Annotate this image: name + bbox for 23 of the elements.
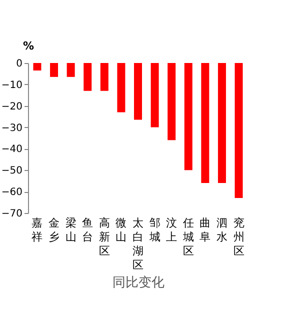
x-tick-label: 泗水 (216, 216, 228, 244)
y-tick-label: −20 (1, 101, 22, 112)
y-tick-label: −70 (1, 208, 22, 220)
x-tick-label: 兖州区 (233, 216, 244, 258)
x-tick-label: 任城区 (182, 216, 194, 258)
y-tick-label: −50 (1, 166, 22, 177)
y-axis-title: % (22, 40, 34, 52)
y-tick-label: −30 (1, 122, 22, 134)
x-tick-label: 鱼台 (82, 216, 94, 244)
x-tick-label: 曲阜 (200, 216, 211, 244)
x-tick-label: 邹城 (148, 216, 160, 244)
x-tick-label: 高新区 (98, 216, 110, 258)
x-tick-label: 金乡 (48, 216, 60, 244)
y-tick-label: −40 (1, 144, 22, 156)
x-tick-label: 汶上 (166, 216, 178, 244)
y-tick-label: −10 (1, 80, 22, 91)
y-tick-label: −60 (1, 187, 22, 198)
x-tick-label: 太白湖区 (132, 216, 144, 272)
y-tick-label: 0 (16, 58, 22, 70)
x-tick-label: 梁山 (65, 216, 76, 244)
x-axis-title: 同比变化 (112, 276, 164, 290)
x-tick-label: 微山 (116, 216, 127, 244)
x-tick-label: 嘉祥 (32, 216, 43, 244)
